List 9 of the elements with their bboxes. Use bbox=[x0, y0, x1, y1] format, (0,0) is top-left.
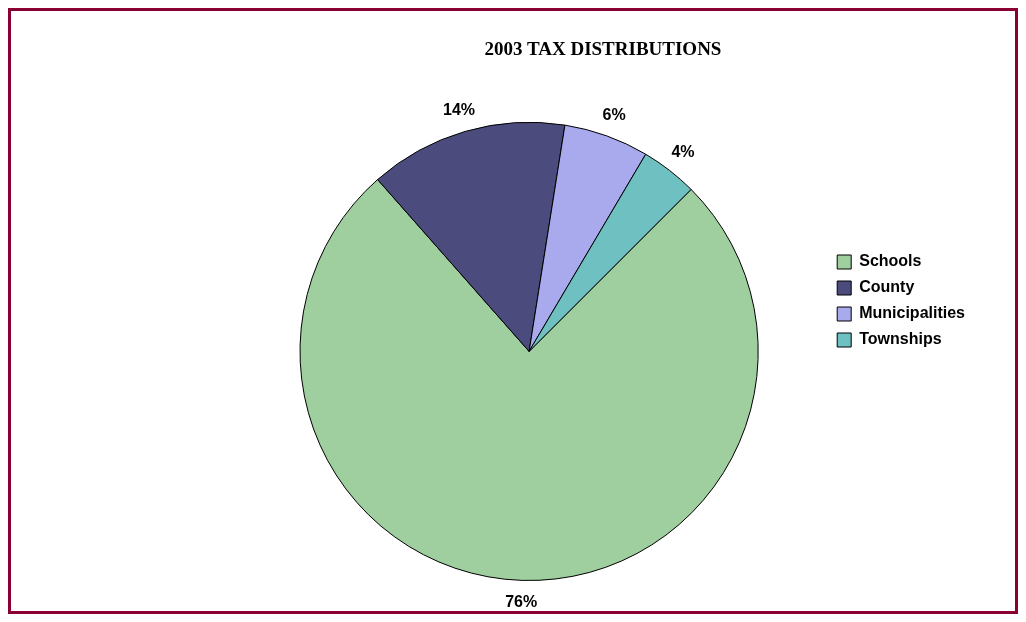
legend-label: Municipalities bbox=[859, 304, 966, 322]
data-label: 6% bbox=[602, 105, 626, 123]
chart-title: 2003 TAX DISTRIBUTIONS bbox=[484, 38, 722, 60]
data-label: 76% bbox=[505, 592, 538, 610]
data-label: 14% bbox=[443, 100, 476, 118]
data-label: 4% bbox=[671, 143, 695, 161]
legend-label: County bbox=[859, 278, 915, 296]
legend-label: Townships bbox=[859, 330, 942, 348]
legend-label: Schools bbox=[859, 252, 922, 270]
